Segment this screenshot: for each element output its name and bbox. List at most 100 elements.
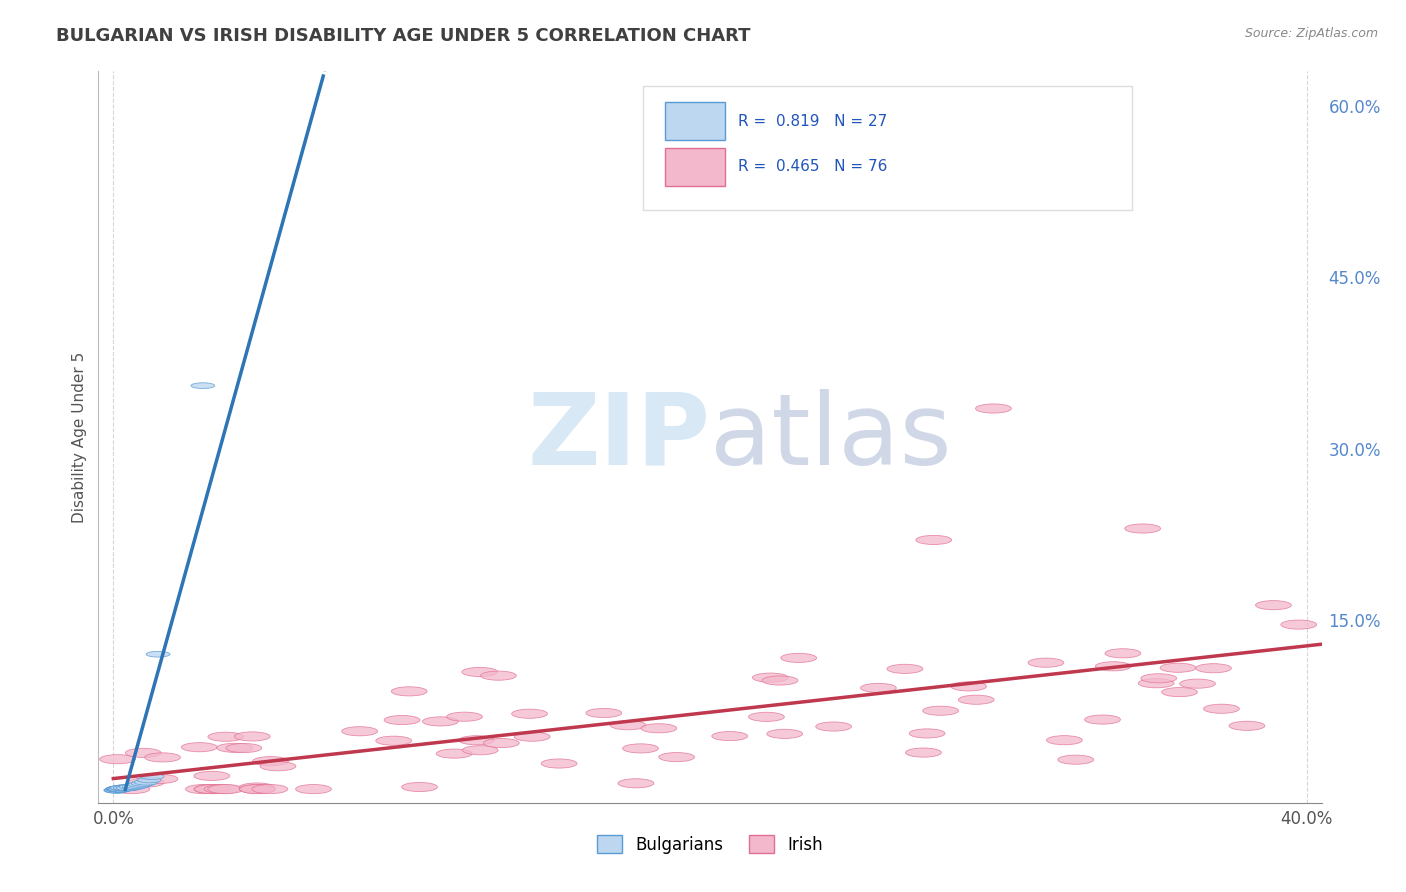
Ellipse shape (131, 780, 155, 786)
Ellipse shape (586, 708, 621, 717)
Ellipse shape (128, 778, 165, 787)
Ellipse shape (117, 785, 141, 791)
Ellipse shape (1057, 756, 1094, 764)
Ellipse shape (235, 731, 270, 741)
FancyBboxPatch shape (643, 86, 1132, 211)
Ellipse shape (110, 785, 134, 791)
Ellipse shape (463, 667, 498, 676)
Ellipse shape (104, 788, 128, 793)
FancyBboxPatch shape (665, 102, 724, 140)
Ellipse shape (105, 788, 129, 793)
Ellipse shape (208, 785, 243, 794)
Text: Source: ZipAtlas.com: Source: ZipAtlas.com (1244, 27, 1378, 40)
Ellipse shape (226, 743, 262, 753)
Ellipse shape (146, 651, 170, 657)
Ellipse shape (114, 785, 138, 791)
Ellipse shape (107, 786, 131, 792)
Ellipse shape (217, 743, 253, 752)
Ellipse shape (659, 753, 695, 762)
Ellipse shape (512, 709, 547, 718)
Ellipse shape (815, 722, 852, 731)
Ellipse shape (128, 781, 152, 788)
Text: ZIP: ZIP (527, 389, 710, 485)
Ellipse shape (108, 786, 132, 792)
Ellipse shape (752, 673, 789, 682)
Ellipse shape (194, 785, 231, 794)
Ellipse shape (922, 706, 959, 715)
Ellipse shape (186, 785, 221, 794)
Ellipse shape (1281, 620, 1316, 629)
Legend: Bulgarians, Irish: Bulgarians, Irish (591, 829, 830, 860)
Text: R =  0.465   N = 76: R = 0.465 N = 76 (738, 159, 887, 174)
Ellipse shape (105, 786, 129, 792)
Ellipse shape (391, 687, 427, 696)
Ellipse shape (253, 756, 288, 765)
Ellipse shape (122, 784, 146, 789)
Text: R =  0.819   N = 27: R = 0.819 N = 27 (738, 113, 887, 128)
Ellipse shape (887, 665, 922, 673)
Ellipse shape (541, 759, 576, 768)
Ellipse shape (905, 748, 942, 757)
Ellipse shape (436, 749, 472, 758)
Ellipse shape (110, 785, 134, 791)
Ellipse shape (125, 748, 162, 757)
Ellipse shape (107, 786, 131, 792)
Ellipse shape (910, 729, 945, 738)
Text: BULGARIAN VS IRISH DISABILITY AGE UNDER 5 CORRELATION CHART: BULGARIAN VS IRISH DISABILITY AGE UNDER … (56, 27, 751, 45)
Ellipse shape (194, 772, 229, 780)
Ellipse shape (1084, 715, 1121, 724)
Y-axis label: Disability Age Under 5: Disability Age Under 5 (72, 351, 87, 523)
Ellipse shape (610, 721, 645, 730)
Ellipse shape (191, 383, 215, 389)
Ellipse shape (959, 695, 994, 705)
Ellipse shape (125, 783, 149, 789)
Ellipse shape (239, 785, 276, 794)
Ellipse shape (260, 762, 295, 771)
Ellipse shape (1140, 673, 1177, 683)
Ellipse shape (1195, 664, 1232, 673)
Ellipse shape (108, 786, 132, 792)
Ellipse shape (1125, 524, 1160, 533)
Ellipse shape (915, 535, 952, 544)
Text: atlas: atlas (710, 389, 952, 485)
Ellipse shape (194, 785, 229, 794)
Ellipse shape (239, 785, 276, 794)
Ellipse shape (481, 671, 516, 681)
Ellipse shape (141, 773, 165, 780)
Ellipse shape (1229, 722, 1265, 731)
Ellipse shape (780, 653, 817, 663)
Ellipse shape (1161, 688, 1198, 697)
Ellipse shape (641, 723, 676, 733)
Ellipse shape (1139, 679, 1174, 688)
Ellipse shape (204, 785, 240, 794)
Ellipse shape (515, 732, 550, 741)
Ellipse shape (1105, 648, 1140, 658)
Ellipse shape (976, 404, 1011, 413)
Ellipse shape (114, 785, 150, 794)
Ellipse shape (1256, 600, 1291, 610)
Ellipse shape (619, 779, 654, 788)
Ellipse shape (104, 788, 128, 793)
Ellipse shape (142, 774, 179, 783)
Ellipse shape (860, 683, 896, 692)
Ellipse shape (100, 755, 135, 764)
Ellipse shape (117, 785, 141, 791)
Ellipse shape (138, 777, 162, 783)
Ellipse shape (1095, 662, 1132, 671)
Ellipse shape (1028, 658, 1064, 667)
Ellipse shape (208, 732, 243, 741)
Ellipse shape (1204, 704, 1239, 714)
Ellipse shape (1180, 679, 1215, 689)
Ellipse shape (120, 784, 143, 789)
Ellipse shape (623, 744, 658, 753)
Ellipse shape (107, 786, 129, 792)
Ellipse shape (711, 731, 748, 740)
Ellipse shape (423, 717, 458, 726)
Ellipse shape (252, 785, 288, 794)
Ellipse shape (447, 712, 482, 722)
Ellipse shape (114, 785, 138, 791)
Ellipse shape (384, 715, 420, 724)
Ellipse shape (484, 739, 519, 747)
Ellipse shape (295, 785, 332, 794)
Ellipse shape (134, 780, 157, 785)
